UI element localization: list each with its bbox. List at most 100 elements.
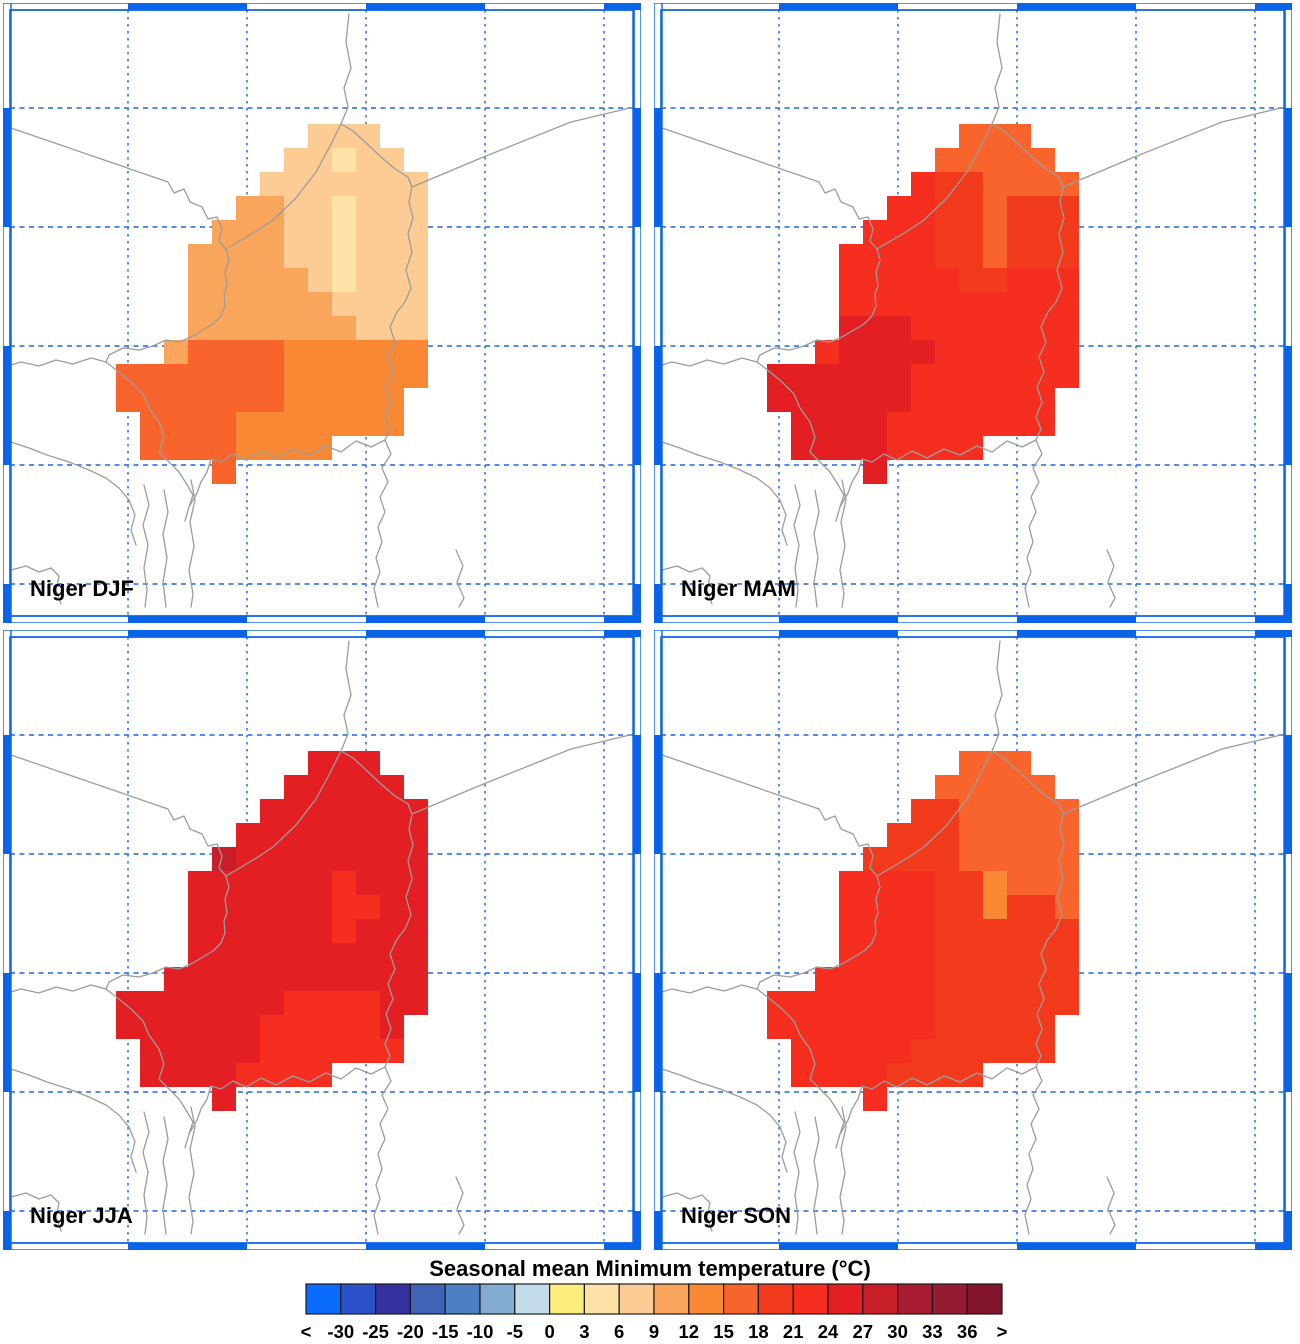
raster-cell (188, 1063, 212, 1087)
raster-cell (380, 919, 404, 943)
raster-cell (188, 244, 212, 268)
frame-segment-solid (654, 346, 662, 465)
raster-cell (935, 991, 959, 1015)
map-frame (654, 630, 1292, 1250)
frame-segment-solid (1017, 630, 1136, 637)
raster-cell (1007, 148, 1031, 172)
raster-cell (1031, 220, 1055, 244)
colorbar-segment (375, 1283, 412, 1315)
panel-label: Niger SON (681, 1203, 791, 1228)
raster-cell (863, 847, 887, 871)
raster-cell (356, 823, 380, 847)
colorbar-tick-labels: < -30 -25 -20 -15 -10 -5 0 3 6 9 12 15 18 21 24 27 30 33 36… (301, 1321, 1008, 1342)
raster-cell (959, 292, 983, 316)
raster-cell (983, 364, 1007, 388)
raster-cell (935, 847, 959, 871)
map-frame (3, 3, 641, 623)
raster-cell (404, 268, 428, 292)
raster-cell (863, 967, 887, 991)
raster-cell (815, 1039, 839, 1063)
raster-cell (332, 316, 356, 340)
country-border-line (340, 123, 413, 188)
colorbar-tick-label: -30 (327, 1321, 354, 1342)
raster-cell (308, 919, 332, 943)
raster-cell (839, 1039, 863, 1063)
raster-cell (935, 340, 959, 364)
raster-cell (140, 412, 164, 436)
country-border-line (661, 1192, 713, 1232)
raster-cell (839, 919, 863, 943)
country-border-line (455, 549, 465, 608)
raster-cell (839, 364, 863, 388)
raster-cell (212, 991, 236, 1015)
colorbar-segment (792, 1283, 829, 1315)
frame-segment-solid (3, 108, 11, 227)
raster-cell (308, 751, 332, 775)
raster-cell (404, 340, 428, 364)
frame-segment-solid (779, 1243, 898, 1250)
colorbar-tick-label: -10 (467, 1321, 494, 1342)
raster-cell (959, 871, 983, 895)
frame-segment-solid (1017, 616, 1136, 623)
raster-cell (356, 847, 380, 871)
country-border-line (876, 750, 993, 877)
panel-label: Niger JJA (30, 1203, 133, 1228)
raster-cell (188, 364, 212, 388)
raster-cell (332, 799, 356, 823)
raster-cell (983, 871, 1007, 895)
raster-cell (935, 919, 959, 943)
raster-cell (308, 172, 332, 196)
colorbar-segment (896, 1283, 933, 1315)
panel-niger-mam: Niger MAM (654, 3, 1292, 623)
raster-cell (815, 991, 839, 1015)
raster-cell (404, 847, 428, 871)
raster-cell (236, 196, 260, 220)
frame-segment-solid (1255, 1243, 1292, 1250)
raster-cell (284, 1063, 308, 1087)
colorbar-segment (583, 1283, 620, 1315)
raster-cell (959, 1015, 983, 1039)
raster-cell (212, 943, 236, 967)
raster-cell (1007, 1039, 1031, 1063)
colorbar-tick-label: 30 (887, 1321, 908, 1342)
colorbar-segment (409, 1283, 446, 1315)
raster-cell (260, 388, 284, 412)
raster-cell (935, 967, 959, 991)
raster-cell (935, 436, 959, 460)
frame-segment-solid (633, 973, 641, 1092)
raster-cell (260, 871, 284, 895)
raster-cell (1031, 340, 1055, 364)
raster-cell (983, 244, 1007, 268)
frame-segment-solid (1255, 3, 1292, 10)
raster-cell (260, 316, 284, 340)
raster-cell (308, 1015, 332, 1039)
raster-cell (1007, 412, 1031, 436)
raster-cell (212, 244, 236, 268)
raster-cell (236, 340, 260, 364)
raster-cell (887, 244, 911, 268)
raster-cell (1055, 268, 1079, 292)
raster-cell (1055, 823, 1079, 847)
raster-cell (332, 172, 356, 196)
raster-cell (356, 148, 380, 172)
plot-outline (660, 9, 1286, 617)
raster-cell (380, 268, 404, 292)
country-border-line (1106, 1176, 1116, 1235)
frame-band (3, 3, 12, 623)
country-border-line (188, 479, 196, 608)
raster-cell (959, 220, 983, 244)
frame-segment-solid (366, 1243, 485, 1250)
raster-cell (308, 220, 332, 244)
raster-cell (260, 799, 284, 823)
map-canvas-jja: Niger JJA (3, 630, 641, 1250)
raster-cell (380, 1039, 404, 1063)
colorbar-segment (862, 1283, 899, 1315)
country-border-line (384, 186, 414, 441)
raster-cell (863, 340, 887, 364)
raster-cell (356, 1015, 380, 1039)
raster-cell (911, 871, 935, 895)
raster-cell (404, 220, 428, 244)
raster-cell (212, 388, 236, 412)
raster-cell (284, 799, 308, 823)
raster-cell (356, 895, 380, 919)
